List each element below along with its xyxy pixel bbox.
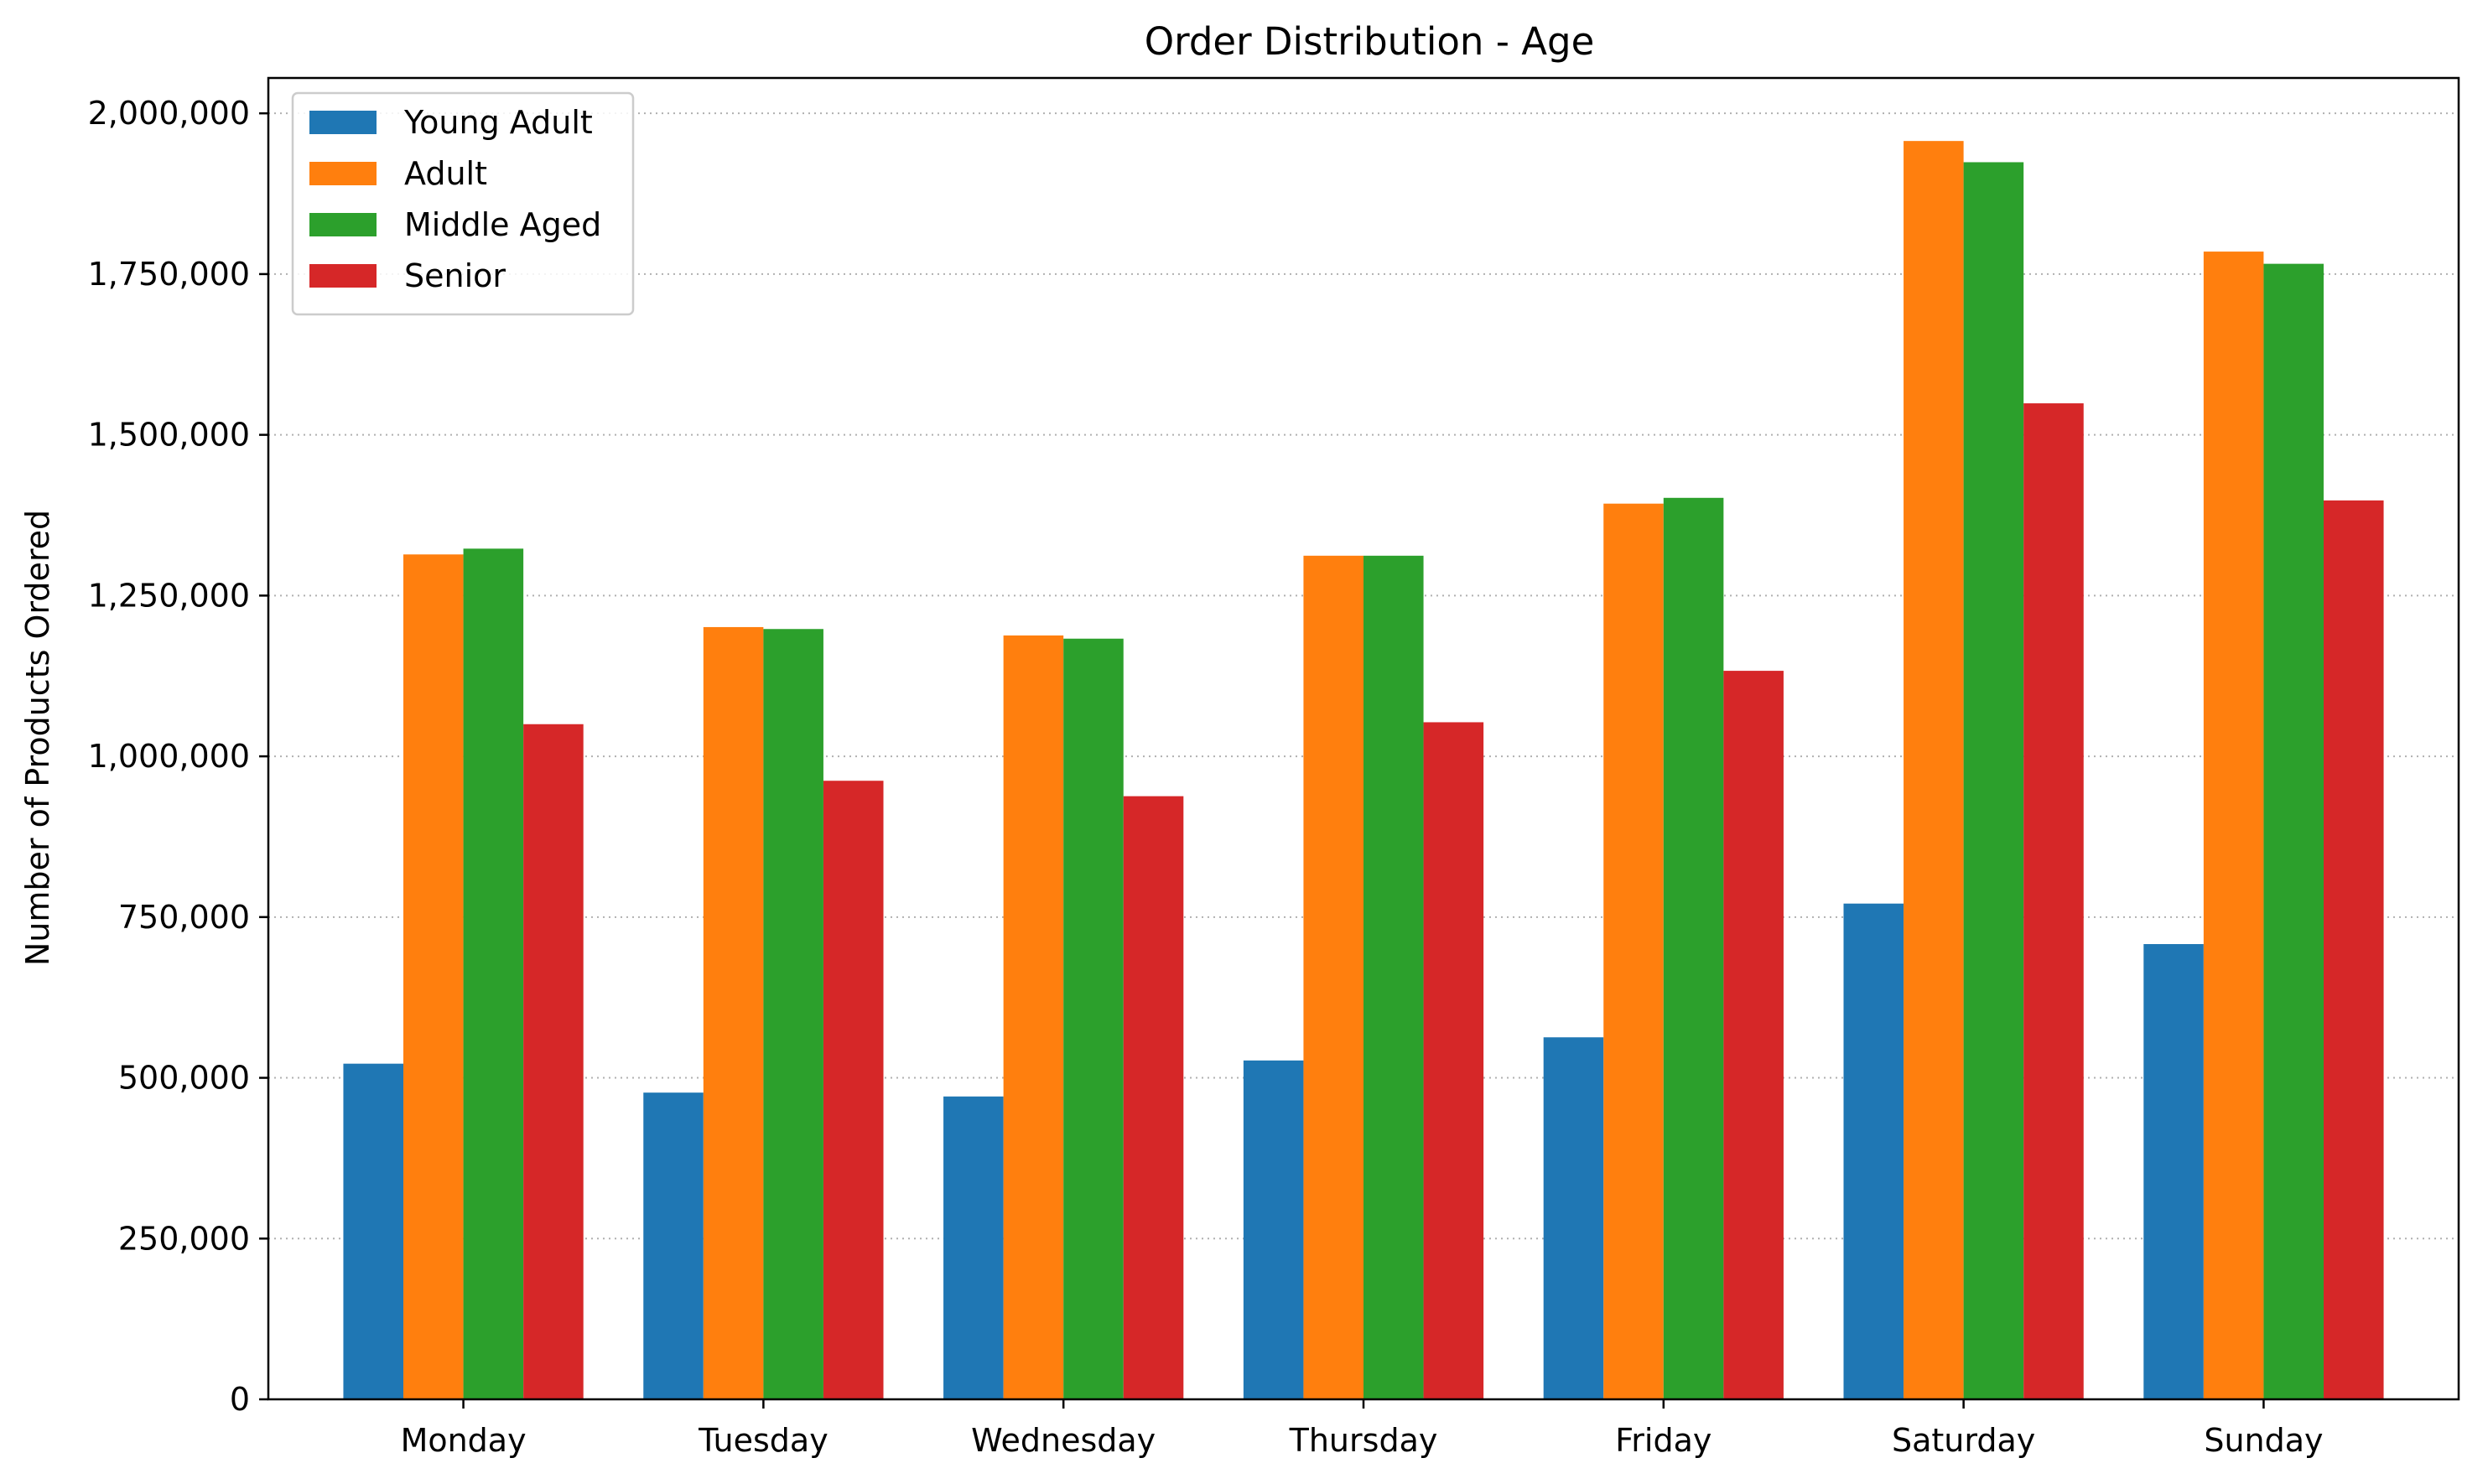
legend-swatch-young-adult — [309, 111, 377, 134]
legend-swatch-senior — [309, 264, 377, 288]
legend-swatch-middle-aged — [309, 213, 377, 236]
bar-young-adult-tuesday — [643, 1092, 704, 1399]
legend-label-senior: Senior — [404, 257, 506, 294]
bar-middle-aged-thursday — [1363, 555, 1424, 1399]
bar-adult-saturday — [1904, 141, 1964, 1399]
bar-young-adult-sunday — [2143, 944, 2204, 1399]
bar-senior-thursday — [1423, 722, 1484, 1399]
x-tick-label-thursday: Thursday — [1289, 1422, 1438, 1459]
y-tick-label: 500,000 — [118, 1060, 250, 1097]
y-axis-label: Number of Products Ordered — [19, 510, 56, 966]
bar-senior-monday — [523, 724, 584, 1399]
y-tick-label: 1,250,000 — [88, 577, 250, 614]
bar-adult-thursday — [1303, 555, 1363, 1399]
y-tick-label: 750,000 — [118, 899, 250, 936]
y-tick-label: 1,000,000 — [88, 738, 250, 775]
bar-middle-aged-sunday — [2263, 263, 2324, 1400]
bar-middle-aged-wednesday — [1063, 638, 1124, 1399]
bar-young-adult-friday — [1543, 1037, 1604, 1399]
legend-swatch-adult — [309, 162, 377, 185]
bar-senior-sunday — [2323, 500, 2384, 1399]
bar-middle-aged-tuesday — [763, 629, 823, 1399]
bar-adult-tuesday — [703, 626, 764, 1399]
bar-young-adult-monday — [343, 1063, 404, 1399]
legend-label-middle-aged: Middle Aged — [404, 206, 601, 243]
x-tick-label-saturday: Saturday — [1892, 1422, 2035, 1459]
y-tick-label: 250,000 — [118, 1220, 250, 1257]
bar-adult-wednesday — [1003, 635, 1064, 1399]
legend-label-adult: Adult — [404, 155, 487, 192]
y-tick-label: 1,750,000 — [88, 256, 250, 293]
x-tick-label-tuesday: Tuesday — [698, 1422, 828, 1459]
bar-senior-wednesday — [1123, 796, 1184, 1399]
bar-young-adult-wednesday — [943, 1096, 1004, 1399]
bar-senior-saturday — [2023, 403, 2084, 1400]
y-tick-label: 0 — [230, 1381, 250, 1418]
bar-young-adult-thursday — [1243, 1060, 1304, 1399]
legend-label-young-adult: Young Adult — [403, 104, 593, 141]
bar-middle-aged-friday — [1663, 497, 1724, 1399]
x-tick-label-wednesday: Wednesday — [971, 1422, 1156, 1459]
bar-adult-monday — [403, 554, 464, 1399]
bar-middle-aged-saturday — [1963, 162, 2024, 1399]
bar-middle-aged-monday — [463, 548, 524, 1399]
x-tick-label-sunday: Sunday — [2204, 1422, 2323, 1459]
legend: Young Adult Adult Middle Aged Senior — [291, 91, 635, 316]
x-tick-label-monday: Monday — [401, 1422, 527, 1459]
x-tick-label-friday: Friday — [1615, 1422, 1711, 1459]
bar-adult-sunday — [2203, 252, 2264, 1400]
bar-senior-tuesday — [823, 781, 884, 1399]
tick-labels: 0 250,000 500,000 750,000 1,000,000 1,250,000… — [88, 95, 2324, 1459]
chart-title: Order Distribution - Age — [1145, 19, 1595, 64]
y-tick-label: 1,500,000 — [88, 417, 250, 454]
axes — [259, 76, 2460, 1409]
bars — [343, 141, 2384, 1400]
bar-young-adult-saturday — [1843, 903, 1904, 1399]
bar-senior-friday — [1723, 671, 1784, 1399]
y-tick-label: 2,000,000 — [88, 95, 250, 132]
bar-adult-friday — [1603, 503, 1664, 1400]
legend-box — [291, 91, 635, 316]
